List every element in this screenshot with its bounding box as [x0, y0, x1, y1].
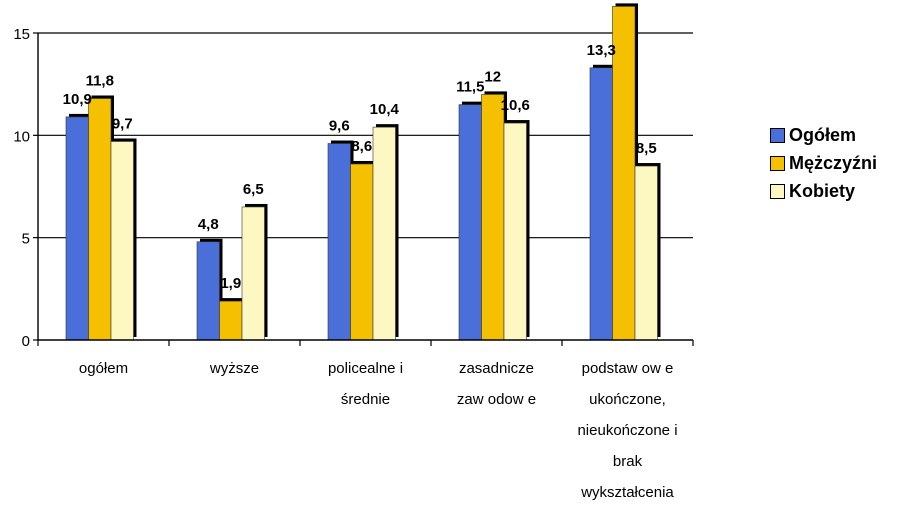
bar [110, 141, 134, 341]
data-label: 10,4 [370, 101, 400, 118]
y-tick-label: 10 [13, 128, 30, 145]
bar [327, 143, 351, 341]
bar [589, 67, 613, 341]
bar [219, 300, 243, 341]
bar [65, 116, 89, 341]
data-label: 1,9 [220, 275, 241, 292]
bar [503, 122, 527, 341]
category-label: ogółem [79, 360, 128, 377]
bar [196, 241, 220, 341]
category-label: podstaw ow e [582, 360, 674, 377]
y-tick-label: 0 [22, 333, 30, 350]
data-label: 6,5 [243, 181, 264, 198]
data-label: 12 [484, 68, 501, 85]
category-label: zaw odow e [457, 391, 536, 408]
legend-swatch-ogolem [770, 127, 785, 143]
axes [33, 32, 694, 346]
legend-item-mezczyzni: Mężczyźni [770, 149, 877, 177]
legend: Ogółem Mężczyźni Kobiety [770, 121, 877, 205]
legend-swatch-mezczyzni [770, 155, 785, 171]
legend-item-ogolem: Ogółem [770, 121, 877, 149]
y-tick-labels: 0 5 10 15 [13, 26, 30, 350]
category-label: nieukończone i [577, 422, 677, 439]
data-label: 4,8 [198, 216, 219, 233]
data-label: 11,5 [456, 79, 484, 96]
bar [612, 6, 636, 341]
data-label: 10,6 [501, 97, 530, 114]
data-label: 9,6 [329, 118, 350, 135]
bar [241, 206, 265, 341]
category-label: policealne i [328, 360, 403, 377]
data-label: 13,3 [587, 42, 616, 59]
data-label: 10,9 [63, 91, 92, 108]
legend-item-kobiety: Kobiety [770, 177, 877, 205]
bar [458, 104, 482, 341]
bar [88, 98, 112, 341]
y-tick-label: 15 [13, 26, 30, 43]
category-labels: ogółem wyższe policealne i średnie zasadnicz… [79, 360, 678, 501]
legend-swatch-kobiety [770, 183, 785, 199]
category-label: wykształcenia [580, 484, 674, 501]
data-label: 9,7 [112, 115, 133, 132]
data-label: 8,6 [351, 138, 372, 155]
data-label: 11,8 [86, 72, 114, 89]
category-label: brak [613, 453, 643, 470]
data-labels: 10,9 11,8 9,7 4,8 1,9 6,5 9,68,6 10,4 11,51210,6… [63, 42, 657, 292]
legend-label-mezczyzni: Mężczyźni [789, 152, 878, 173]
bar [372, 126, 396, 341]
y-tick-label: 5 [22, 231, 30, 248]
bar [481, 94, 505, 341]
legend-label-ogolem: Ogółem [789, 124, 857, 145]
legend-label-kobiety: Kobiety [789, 180, 856, 201]
category-label: wyższe [209, 360, 259, 377]
category-label: średnie [341, 391, 390, 408]
bars [65, 3, 661, 341]
category-label: zasadnicze [459, 360, 534, 377]
bar [634, 165, 658, 341]
category-label: ukończone, [589, 391, 666, 408]
data-label: 8,5 [636, 140, 657, 157]
bar [350, 163, 374, 341]
